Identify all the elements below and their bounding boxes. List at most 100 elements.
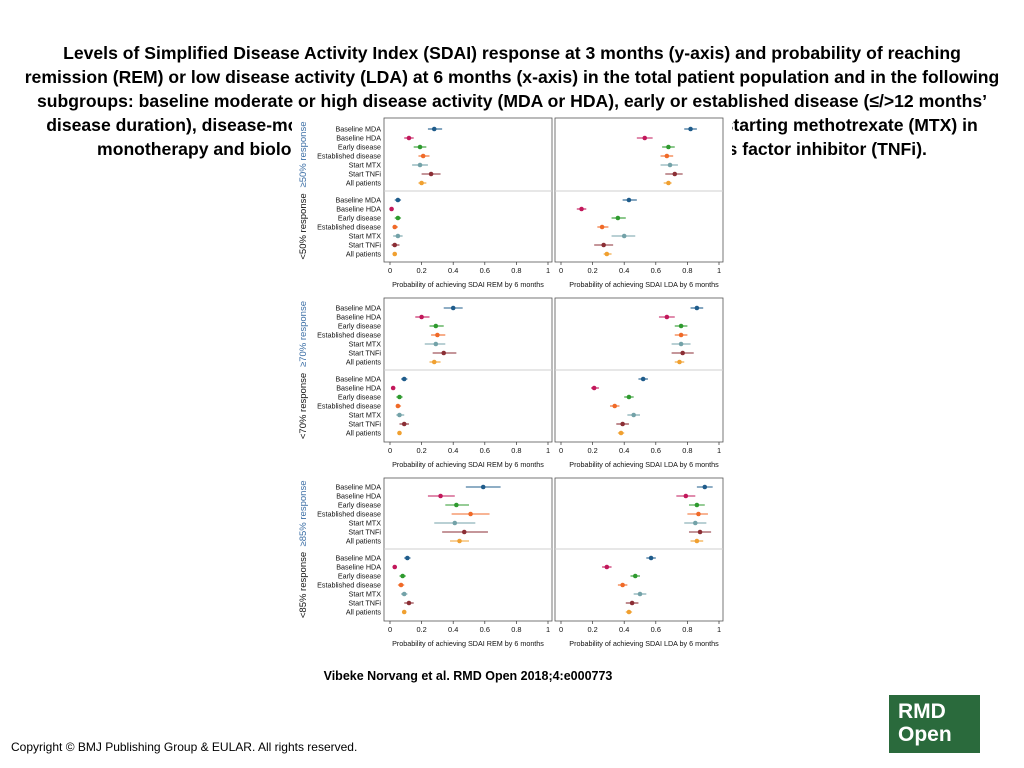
- x-tick-label: 0.8: [682, 446, 692, 455]
- panel-lda-3: 0 0.2 0.4 0.6 0.8 1 Probability of achieving S…: [554, 477, 724, 648]
- category-label: Start MTX: [349, 590, 382, 599]
- estimate-point: [468, 511, 473, 517]
- estimate-point: [417, 162, 423, 168]
- estimate-point: [401, 591, 407, 597]
- x-tick-label: 0.2: [416, 625, 426, 634]
- category-label: All patients: [346, 608, 382, 617]
- category-label: Baseline MDA: [335, 375, 381, 384]
- estimate-point: [401, 421, 407, 427]
- category-label: Baseline HDA: [336, 313, 381, 322]
- x-tick-label: 1: [546, 446, 550, 455]
- logo-line-2: Open: [898, 723, 952, 746]
- category-label: Established disease: [317, 152, 381, 161]
- x-tick-label: 1: [546, 625, 550, 634]
- estimate-point: [599, 224, 605, 230]
- category-label: Baseline HDA: [336, 205, 381, 214]
- category-label: Start TNFi: [348, 170, 381, 179]
- x-tick-label: 0.8: [511, 446, 521, 455]
- x-tick-label: 0.2: [416, 266, 426, 275]
- estimate-point: [428, 171, 434, 177]
- estimate-point: [604, 564, 610, 570]
- estimate-point: [615, 215, 621, 221]
- x-tick-label: 0.8: [511, 266, 521, 275]
- estimate-point: [392, 242, 398, 248]
- estimate-point: [406, 135, 412, 141]
- x-axis-title: Probability of achieving SDAI LDA by 6 m…: [569, 639, 719, 648]
- category-label: Baseline MDA: [335, 483, 381, 492]
- x-tick-label: 1: [717, 266, 721, 275]
- estimate-point: [677, 359, 682, 365]
- category-label: Start MTX: [349, 411, 382, 420]
- x-tick-label: 1: [546, 266, 550, 275]
- category-label: Baseline MDA: [335, 554, 381, 563]
- category-label: Established disease: [317, 510, 381, 519]
- category-label: Start TNFi: [348, 528, 381, 537]
- x-tick-label: 0.6: [480, 266, 490, 275]
- estimate-point: [696, 511, 701, 517]
- category-label: All patients: [346, 179, 382, 188]
- estimate-point: [397, 412, 402, 418]
- x-axis-title: Probability of achieving SDAI REM by 6 m…: [392, 460, 544, 469]
- figure-citation: Vibeke Norvang et al. RMD Open 2018;4:e0…: [323, 669, 613, 683]
- estimate-point: [457, 538, 462, 544]
- category-label: Early disease: [338, 393, 381, 402]
- estimate-point: [420, 153, 426, 159]
- category-label: Established disease: [317, 331, 381, 340]
- estimate-point: [620, 582, 625, 588]
- estimate-point: [693, 520, 698, 526]
- x-tick-label: 0.6: [651, 266, 661, 275]
- lower-group-label: <85% response: [298, 552, 309, 618]
- estimate-point: [435, 332, 440, 338]
- estimate-point: [672, 171, 678, 177]
- x-tick-label: 0.4: [448, 625, 458, 634]
- estimate-point: [452, 520, 458, 526]
- lower-group-label: <70% response: [298, 373, 309, 439]
- estimate-point: [431, 126, 437, 132]
- estimate-point: [601, 242, 606, 248]
- estimate-point: [620, 421, 625, 427]
- category-label: Established disease: [317, 402, 381, 411]
- estimate-point: [702, 484, 708, 490]
- x-tick-label: 0.2: [416, 446, 426, 455]
- estimate-point: [626, 609, 632, 615]
- x-tick-label: 0.4: [619, 266, 629, 275]
- category-label: Early disease: [338, 501, 381, 510]
- x-axis-title: Probability of achieving SDAI LDA by 6 m…: [569, 460, 719, 469]
- estimate-point: [694, 502, 700, 508]
- estimate-point: [640, 376, 646, 382]
- category-label: Start TNFi: [348, 420, 381, 429]
- x-tick-label: 0.6: [651, 446, 661, 455]
- estimate-point: [401, 376, 407, 382]
- panel-lda-2: 0 0.2 0.4 0.6 0.8 1 Probability of achieving S…: [554, 297, 724, 469]
- estimate-point: [678, 332, 684, 338]
- estimate-point: [688, 126, 693, 132]
- x-tick-label: 0: [388, 266, 392, 275]
- category-label: Start TNFi: [348, 241, 381, 250]
- x-tick-label: 0.6: [480, 446, 490, 455]
- logo-line-1: RMD: [898, 700, 946, 723]
- category-label: Start MTX: [349, 232, 382, 241]
- x-tick-label: 0.6: [480, 625, 490, 634]
- category-label: Baseline MDA: [335, 304, 381, 313]
- estimate-point: [678, 341, 684, 347]
- panel-lda-1: 0 0.2 0.4 0.6 0.8 1 Probability of achieving S…: [554, 117, 724, 289]
- estimate-point: [621, 233, 627, 239]
- category-label: Baseline MDA: [335, 196, 381, 205]
- estimate-point: [664, 314, 670, 320]
- category-label: Baseline HDA: [336, 563, 381, 572]
- estimate-point: [431, 359, 437, 365]
- category-label: Start TNFi: [348, 349, 381, 358]
- category-label: Start MTX: [349, 519, 382, 528]
- estimate-point: [612, 403, 618, 409]
- x-axis-title: Probability of achieving SDAI REM by 6 m…: [392, 639, 544, 648]
- estimate-point: [631, 412, 636, 418]
- upper-group-label: ≥85% response: [298, 481, 309, 547]
- estimate-point: [680, 350, 685, 356]
- estimate-point: [419, 180, 424, 186]
- x-tick-label: 0.4: [448, 446, 458, 455]
- x-axis-title: Probability of achieving SDAI LDA by 6 m…: [569, 280, 719, 289]
